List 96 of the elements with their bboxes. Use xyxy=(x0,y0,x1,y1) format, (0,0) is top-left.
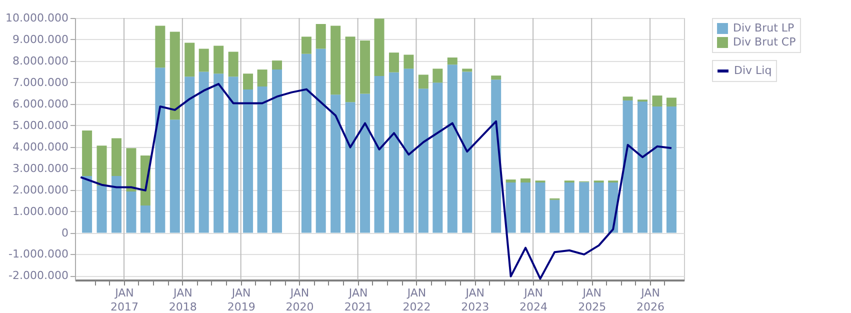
bar xyxy=(622,100,633,233)
bar xyxy=(506,182,516,233)
y-tick-label: 6.000.000 xyxy=(12,97,68,110)
y-tick-label: 2.000.000 xyxy=(12,183,68,196)
bar xyxy=(652,96,662,106)
bar xyxy=(198,48,209,72)
bar xyxy=(520,178,531,182)
bar xyxy=(432,68,443,83)
y-tick-label: 3.000.000 xyxy=(12,162,68,175)
bar xyxy=(491,80,502,233)
bar xyxy=(506,179,516,182)
bar xyxy=(82,130,92,176)
bar xyxy=(126,192,136,233)
bar xyxy=(666,98,676,106)
y-tick-label: 9.000.000 xyxy=(12,32,68,46)
bar xyxy=(388,72,399,233)
x-tick-label: JAN 2019 xyxy=(227,286,256,313)
x-tick-label: JAN 2024 xyxy=(520,286,548,313)
bar xyxy=(243,74,254,90)
bar xyxy=(404,68,414,233)
bar xyxy=(564,182,574,233)
bar xyxy=(666,106,676,233)
bar xyxy=(622,96,633,100)
x-tick-label: JAN 2017 xyxy=(110,286,139,313)
bar xyxy=(345,36,356,102)
bar xyxy=(360,94,370,233)
x-tick-label: JAN 2020 xyxy=(286,286,314,313)
bar xyxy=(330,26,341,95)
bar xyxy=(111,176,122,233)
bar xyxy=(594,182,604,233)
bar xyxy=(198,72,209,233)
bar xyxy=(170,120,180,233)
bar xyxy=(184,76,195,233)
bar xyxy=(388,52,399,72)
bar xyxy=(301,54,312,233)
bar xyxy=(374,18,384,76)
bar xyxy=(432,82,443,233)
bar xyxy=(82,176,92,233)
y-tick-label: 5.000.000 xyxy=(12,118,68,132)
bar xyxy=(257,70,268,87)
x-tick-label: JAN 2022 xyxy=(402,286,431,313)
x-tick-label: JAN 2021 xyxy=(344,286,372,313)
bar xyxy=(155,68,166,233)
x-tick-label: JAN 2023 xyxy=(461,286,490,313)
legend-label: Div Brut LP xyxy=(733,22,795,34)
x-tick-label: JAN 2026 xyxy=(636,286,665,313)
bar xyxy=(228,76,238,233)
y-tick-label: 10.000.000 xyxy=(6,12,68,24)
bar xyxy=(243,90,254,233)
bar xyxy=(330,94,341,233)
bar xyxy=(214,74,224,233)
y-tick-label: 0 xyxy=(62,226,68,240)
bar xyxy=(96,146,107,186)
bar xyxy=(301,36,312,54)
bar xyxy=(228,52,238,77)
bar xyxy=(360,40,370,94)
bar xyxy=(447,58,458,65)
legend-label: Div Liq xyxy=(734,64,772,77)
bar xyxy=(447,64,458,233)
x-tick-label: JAN 2018 xyxy=(168,286,197,313)
bar xyxy=(418,88,428,233)
y-tick-label: 1.000.000 xyxy=(12,204,68,218)
bar xyxy=(374,76,384,233)
bar xyxy=(126,148,136,192)
x-tick-label: JAN 2025 xyxy=(578,286,606,313)
bar xyxy=(184,42,195,77)
bar xyxy=(491,76,502,80)
bar xyxy=(579,182,590,233)
y-tick-label: -2.000.000 xyxy=(8,269,68,282)
bar xyxy=(638,102,648,233)
bar xyxy=(272,70,282,233)
bar xyxy=(96,186,107,233)
y-tick-label: 8.000.000 xyxy=(12,54,68,68)
bar xyxy=(345,102,356,233)
bar xyxy=(462,68,472,72)
bar xyxy=(257,86,268,233)
bar xyxy=(214,46,224,74)
bar xyxy=(316,48,326,233)
bar xyxy=(111,138,122,176)
line-series xyxy=(80,82,672,280)
bar xyxy=(170,32,180,120)
y-tick-label: 4.000.000 xyxy=(12,140,68,154)
bar xyxy=(535,182,546,233)
bar xyxy=(520,182,531,233)
legend-label: Div Brut CP xyxy=(733,36,796,48)
bar xyxy=(272,60,282,70)
y-tick-label: -1.000.000 xyxy=(8,248,68,261)
bar xyxy=(652,106,662,233)
bar xyxy=(418,74,428,89)
y-tick-label: 7.000.000 xyxy=(12,76,68,89)
bar xyxy=(155,26,166,68)
bar xyxy=(316,24,326,49)
bar xyxy=(462,72,472,233)
bar xyxy=(550,200,560,233)
bar xyxy=(404,54,414,69)
bar xyxy=(140,205,150,233)
